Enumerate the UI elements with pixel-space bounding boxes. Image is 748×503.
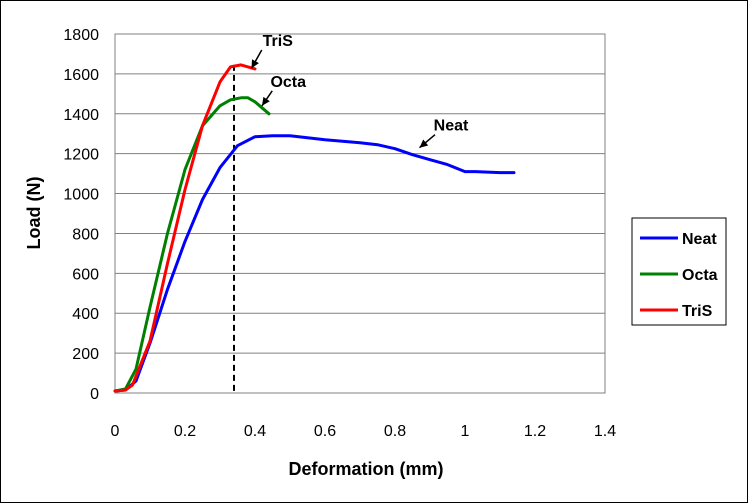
legend-box <box>631 217 727 326</box>
legend-label-neat: Neat <box>682 231 717 248</box>
annotation-label: TriS <box>263 33 294 50</box>
annotation-arrowhead <box>251 59 259 69</box>
annotation-label: Octa <box>270 74 306 91</box>
annotation-label: Neat <box>434 118 469 135</box>
x-tick-label: 1.2 <box>524 423 546 440</box>
y-tick-label: 600 <box>72 266 99 283</box>
gridlines <box>115 33 605 354</box>
annotations: TriS Octa Neat <box>250 33 469 149</box>
y-tick-label: 400 <box>72 306 99 323</box>
x-tick-label: 0.4 <box>244 423 266 440</box>
y-axis-title: Load (N) <box>24 177 44 250</box>
x-axis-title: Deformation (mm) <box>288 459 443 479</box>
y-tick-label: 0 <box>90 386 99 403</box>
y-tick-label: 1400 <box>63 107 99 124</box>
y-tick-label: 1800 <box>63 27 99 44</box>
x-tick-label: 0.6 <box>314 423 336 440</box>
y-tick-label: 1200 <box>63 147 99 164</box>
plot-area-border <box>114 33 606 394</box>
x-tick-label: 1 <box>461 423 470 440</box>
annotation-arrowhead <box>419 139 429 148</box>
y-tick-label: 1600 <box>63 67 99 84</box>
y-tick-label: 1000 <box>63 187 99 204</box>
series-lines <box>113 63 516 393</box>
x-tick-label: 0 <box>111 423 120 440</box>
y-tick-label: 800 <box>72 226 99 243</box>
x-tick-label: 0.2 <box>174 423 196 440</box>
legend: Neat Octa TriS <box>631 217 727 326</box>
series-line-neat <box>113 134 516 393</box>
legend-label-octa: Octa <box>682 267 718 284</box>
y-axis-ticks: 0 200 400 600 800 1000 1200 1400 1600 1800 <box>63 27 99 403</box>
legend-label-tris: TriS <box>682 303 713 320</box>
series-line-octa <box>113 96 271 393</box>
x-tick-label: 1.4 <box>594 423 616 440</box>
legend-items: Neat Octa TriS <box>640 231 718 320</box>
x-axis-ticks: 0 0.2 0.4 0.6 0.8 1 1.2 1.4 <box>111 423 617 440</box>
y-tick-label: 200 <box>72 346 99 363</box>
series-line-tris <box>113 63 257 393</box>
annotation-arrowhead <box>262 96 270 106</box>
x-tick-label: 0.8 <box>384 423 406 440</box>
